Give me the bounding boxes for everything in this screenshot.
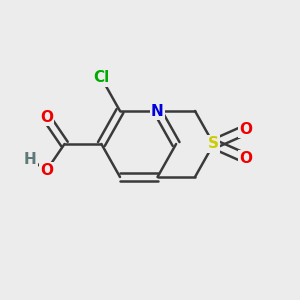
- Text: H: H: [24, 152, 36, 166]
- Text: Cl: Cl: [93, 70, 110, 86]
- Text: N: N: [151, 103, 164, 118]
- Text: S: S: [208, 136, 219, 152]
- Text: O: O: [40, 163, 53, 178]
- Text: O: O: [239, 151, 253, 166]
- Text: O: O: [239, 122, 253, 137]
- Text: O: O: [40, 110, 53, 125]
